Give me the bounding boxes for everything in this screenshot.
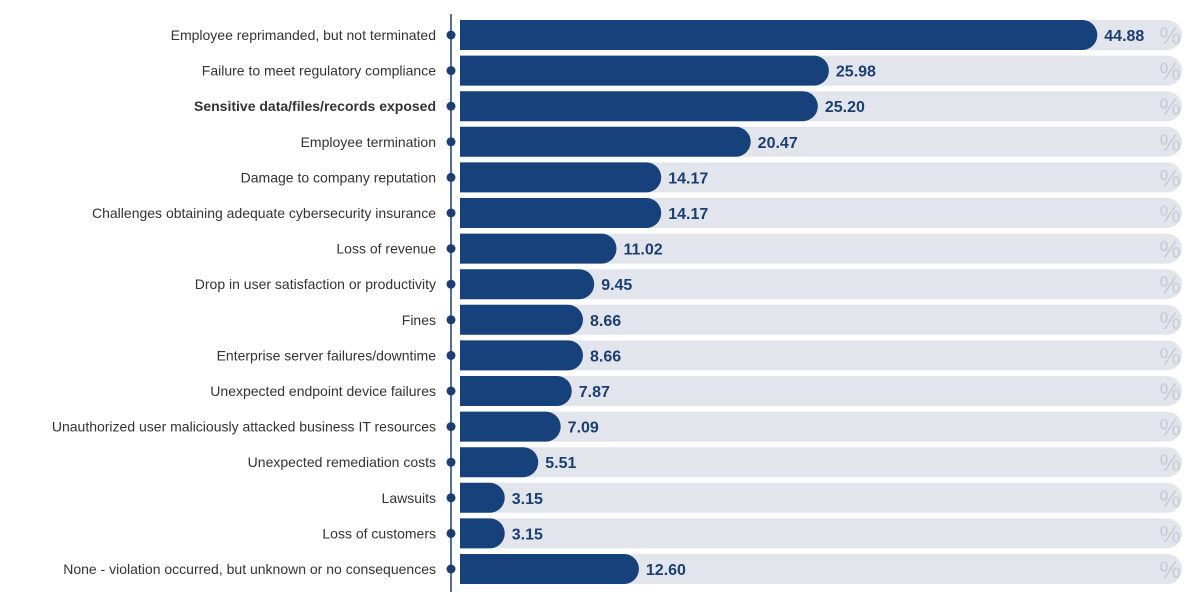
axis-dot: [446, 66, 456, 76]
category-label: Employee termination: [301, 134, 436, 150]
percent-sign: %: [1159, 308, 1180, 335]
axis-dot: [446, 564, 456, 574]
percent-sign: %: [1159, 486, 1180, 513]
value-label: 25.20: [825, 99, 865, 116]
bar: [460, 55, 829, 86]
category-label: Unauthorized user maliciously attacked b…: [52, 419, 436, 435]
category-label: None - violation occurred, but unknown o…: [63, 561, 436, 577]
axis-dot: [446, 137, 456, 147]
value-label: 3.15: [512, 526, 543, 543]
category-label: Loss of customers: [322, 525, 436, 541]
bar: [460, 126, 751, 157]
bar: [460, 482, 505, 513]
percent-sign: %: [1159, 130, 1180, 157]
percent-sign: %: [1159, 201, 1180, 228]
value-label: 20.47: [758, 135, 798, 152]
axis-dot: [446, 208, 456, 218]
value-label: 12.60: [646, 562, 686, 579]
value-label: 8.66: [590, 348, 621, 365]
bar: [460, 162, 662, 193]
category-label: Loss of revenue: [336, 241, 436, 257]
percent-sign: %: [1159, 343, 1180, 370]
percent-sign: %: [1159, 237, 1180, 264]
percent-sign: %: [1159, 379, 1180, 406]
bar-track: [460, 482, 1182, 513]
axis-dot: [446, 493, 456, 503]
axis-dot: [446, 30, 456, 40]
value-label: 5.51: [545, 455, 576, 472]
bar: [460, 304, 583, 335]
bar: [460, 447, 539, 478]
value-label: 9.45: [601, 277, 632, 294]
percent-sign: %: [1159, 272, 1180, 299]
percent-sign: %: [1159, 521, 1180, 548]
bar: [460, 269, 595, 300]
bar-track: [460, 411, 1182, 442]
category-label: Drop in user satisfaction or productivit…: [195, 276, 436, 292]
category-label: Damage to company reputation: [241, 169, 436, 185]
bar: [460, 91, 818, 122]
bar: [460, 340, 583, 371]
bar-track: [460, 447, 1182, 478]
bar: [460, 554, 639, 584]
category-label: Unexpected remediation costs: [248, 454, 436, 470]
bar-track: [460, 340, 1182, 371]
value-label: 25.98: [836, 64, 876, 81]
axis-dot: [446, 422, 456, 432]
bar-track: [460, 554, 1182, 584]
category-label: Fines: [402, 312, 436, 328]
axis-dot: [446, 350, 456, 360]
bar: [460, 198, 662, 228]
value-label: 11.02: [623, 242, 662, 259]
axis-dot: [446, 315, 456, 325]
axis-dot: [446, 386, 456, 396]
category-label: Lawsuits: [382, 490, 436, 506]
percent-sign: %: [1159, 59, 1180, 86]
bar: [460, 233, 617, 264]
bar-track: [460, 233, 1182, 264]
value-label: 3.15: [512, 491, 543, 508]
bar: [460, 20, 1098, 50]
category-label: Failure to meet regulatory compliance: [202, 63, 436, 79]
category-label: Enterprise server failures/downtime: [217, 347, 437, 363]
percent-sign: %: [1159, 415, 1180, 442]
bar-track: [460, 518, 1182, 549]
bar: [460, 518, 505, 549]
percent-sign: %: [1159, 450, 1180, 477]
value-label: 7.09: [568, 420, 599, 437]
axis-dot: [446, 101, 456, 111]
bar: [460, 411, 561, 442]
percent-sign: %: [1159, 165, 1180, 192]
axis-dot: [446, 528, 456, 538]
value-label: 14.17: [668, 170, 708, 187]
percent-sign: %: [1159, 94, 1180, 121]
bar-track: [460, 304, 1182, 335]
axis-dot: [446, 172, 456, 182]
percent-sign: %: [1159, 23, 1180, 50]
percent-sign: %: [1159, 557, 1180, 584]
bar-track: [460, 269, 1182, 300]
axis-dot: [446, 244, 456, 254]
value-label: 8.66: [590, 313, 621, 330]
category-label: Sensitive data/files/records exposed: [194, 98, 436, 114]
bar-track: [460, 376, 1182, 406]
axis-dot: [446, 279, 456, 289]
category-label: Challenges obtaining adequate cybersecur…: [92, 205, 436, 221]
value-label: 44.88: [1104, 28, 1144, 45]
value-label: 7.87: [579, 384, 610, 401]
axis-dot: [446, 457, 456, 467]
category-label: Unexpected endpoint device failures: [210, 383, 436, 399]
bar: [460, 376, 572, 406]
value-label: 14.17: [668, 206, 708, 223]
category-label: Employee reprimanded, but not terminated: [171, 27, 436, 43]
